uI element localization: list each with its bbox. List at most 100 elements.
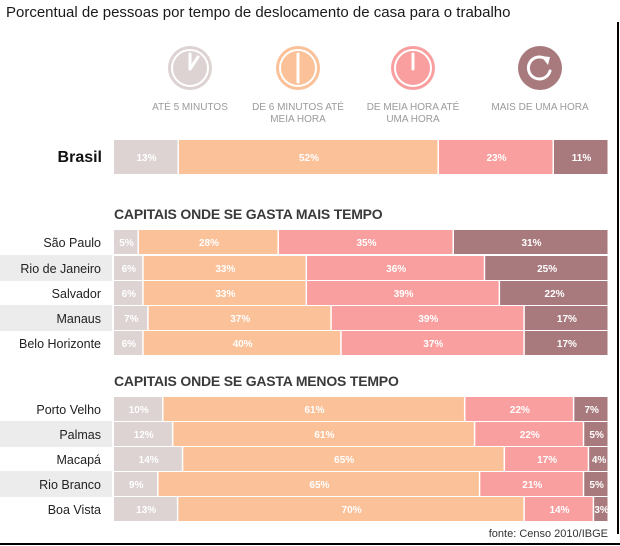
- bar-value-label: 39%: [394, 289, 414, 300]
- bar-segment: [114, 331, 143, 355]
- bar-value-label: 22%: [510, 405, 530, 416]
- bar-value-label: 5%: [589, 480, 604, 491]
- bar-value-label: 33%: [215, 264, 235, 275]
- row-label: Belo Horizonte: [19, 337, 101, 351]
- row-label: Brasil: [58, 149, 102, 166]
- row-label: Salvador: [52, 287, 101, 301]
- bar-value-label: 40%: [233, 339, 253, 350]
- bar-segment: [114, 497, 177, 521]
- clock-face-ring: [171, 49, 209, 87]
- bar-segment: [114, 472, 158, 496]
- bar-segment: [143, 281, 306, 305]
- row-label: São Paulo: [43, 236, 101, 250]
- bar-value-label: 9%: [129, 480, 144, 491]
- bar-segment: [173, 422, 474, 446]
- bar-segment: [158, 472, 479, 496]
- bar-value-label: 7%: [124, 314, 139, 325]
- bar-segment: [143, 331, 341, 355]
- bar-segment: [480, 472, 583, 496]
- bar-segment: [331, 306, 524, 330]
- bar-segment: [524, 306, 608, 330]
- bar-value-label: 14%: [139, 455, 159, 466]
- bar-value-label: 13%: [136, 153, 156, 164]
- frame-bottom-border: [0, 543, 620, 545]
- bar-segment: [114, 230, 138, 254]
- bar-value-label: 5%: [589, 430, 604, 441]
- row-background: [0, 421, 112, 447]
- bar-segment: [114, 281, 143, 305]
- bar-segment: [183, 447, 504, 471]
- bar-value-label: 65%: [334, 455, 354, 466]
- clock-over-hour-icon: [518, 46, 562, 90]
- bar-value-label: 61%: [314, 430, 334, 441]
- bar-segment: [554, 140, 608, 174]
- bar-value-label: 3%: [594, 505, 609, 516]
- bar-segment: [179, 140, 438, 174]
- bar-segment: [584, 422, 608, 446]
- row-label: Palmas: [59, 428, 101, 442]
- clock-hand-second: [188, 55, 200, 71]
- bar-segment: [524, 331, 608, 355]
- row-label: Rio de Janeiro: [20, 262, 101, 276]
- bar-value-label: 7%: [584, 405, 599, 416]
- section-header: CAPITAIS ONDE SE GASTA MENOS TEMPO: [114, 373, 399, 389]
- clock-face-ring: [394, 49, 432, 87]
- bar-segment: [454, 230, 608, 254]
- bar-segment: [178, 497, 524, 521]
- bar-value-label: 13%: [136, 505, 156, 516]
- bar-value-label: 22%: [520, 430, 540, 441]
- bar-segment: [114, 140, 178, 174]
- bar-value-label: 21%: [522, 480, 542, 491]
- section-header: CAPITAIS ONDE SE GASTA MAIS TEMPO: [114, 206, 383, 222]
- row-label: Boa Vista: [48, 503, 101, 517]
- bar-segment: [574, 397, 608, 421]
- bar-value-label: 14%: [549, 505, 569, 516]
- circular-arrow-icon: [526, 55, 552, 81]
- bar-segment: [439, 140, 553, 174]
- bar-segment: [465, 397, 573, 421]
- bar-segment: [505, 447, 588, 471]
- bar-segment: [524, 497, 593, 521]
- bar-segment: [584, 472, 608, 496]
- bar-segment: [307, 256, 484, 280]
- bar-segment: [485, 256, 608, 280]
- bar-value-label: 52%: [299, 153, 319, 164]
- bar-segment: [114, 306, 148, 330]
- chart-title: Porcentual de pessoas por tempo de deslo…: [6, 4, 511, 21]
- bar-segment: [589, 447, 608, 471]
- bar-value-label: 33%: [215, 289, 235, 300]
- row-label: Rio Branco: [39, 478, 101, 492]
- row-background: [0, 305, 112, 331]
- bar-value-label: 28%: [199, 238, 219, 249]
- bar-value-label: 35%: [356, 238, 376, 249]
- bar-value-label: 23%: [486, 153, 506, 164]
- legend-label: DE MEIA HORA ATÉ UMA HORA: [366, 102, 460, 125]
- bar-segment: [475, 422, 583, 446]
- bar-value-label: 70%: [342, 505, 362, 516]
- bar-segment: [114, 397, 162, 421]
- bar-segment: [139, 230, 278, 254]
- source-note: fonte: Censo 2010/IBGE: [488, 528, 608, 540]
- bar-segment: [114, 447, 182, 471]
- bar-value-label: 31%: [521, 238, 541, 249]
- bar-value-label: 25%: [537, 264, 557, 275]
- bar-value-label: 10%: [129, 405, 149, 416]
- bar-segment: [163, 397, 464, 421]
- bar-segment: [148, 306, 331, 330]
- bar-segment: [114, 422, 172, 446]
- bar-segment: [114, 256, 143, 280]
- bar-value-label: 6%: [122, 339, 137, 350]
- bar-segment: [143, 256, 306, 280]
- bar-segment: [279, 230, 453, 254]
- bar-value-label: 12%: [134, 430, 154, 441]
- row-label: Porto Velho: [36, 403, 101, 417]
- bar-value-label: 17%: [557, 339, 577, 350]
- legend-label: ATÉ 5 MINUTOS: [152, 102, 228, 113]
- legend-label: MAIS DE UMA HORA: [491, 102, 589, 113]
- bar-value-label: 17%: [537, 455, 557, 466]
- bar-value-label: 6%: [122, 264, 137, 275]
- bar-value-label: 37%: [230, 314, 250, 325]
- bar-segment: [341, 331, 524, 355]
- row-label: Manaus: [57, 312, 101, 326]
